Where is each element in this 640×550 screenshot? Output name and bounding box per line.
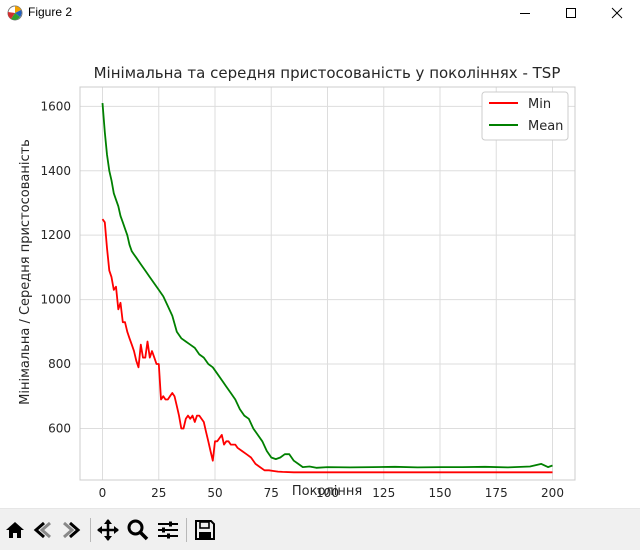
x-tick-labels: 0 25 50 75 100 125 150 175 200 [99,486,564,500]
forward-button[interactable] [58,517,84,543]
pan-icon [97,519,119,541]
y-tick-label: 1200 [40,228,71,242]
save-button[interactable] [192,517,218,543]
x-tick-label: 175 [485,486,508,500]
grid-lines [80,87,575,480]
home-icon [6,522,24,538]
zoom-button[interactable] [125,517,151,543]
forward-icon [63,521,81,539]
navigation-toolbar [0,508,640,550]
x-tick-label: 75 [264,486,279,500]
y-tick-label: 1000 [40,293,71,307]
y-tick-label: 1600 [40,99,71,113]
home-button[interactable] [2,517,28,543]
toolbar-separator [186,518,187,542]
x-tick-label: 150 [429,486,452,500]
back-button[interactable] [30,517,56,543]
axes-frame [79,86,576,481]
matplotlib-app-icon [7,5,23,21]
legend-label-min: Min [528,97,551,112]
series-line-min [101,218,553,474]
x-tick-label: 200 [541,486,564,500]
maximize-icon [566,8,576,18]
y-tick-label: 800 [48,357,71,371]
chart-title: Мінімальна та середня пристосованість у … [94,64,561,82]
x-tick-label: 0 [99,486,107,500]
window-title: Figure 2 [28,5,73,19]
pan-button[interactable] [95,517,121,543]
save-icon [195,520,215,540]
x-tick-label: 50 [207,486,222,500]
window-titlebar: Figure 2 [0,0,640,26]
x-tick-label: 100 [316,486,339,500]
minimize-button[interactable] [502,0,548,26]
x-axis-label: Покоління [292,484,362,499]
configure-subplots-button[interactable] [155,517,181,543]
maximize-button[interactable] [548,0,594,26]
close-icon [611,7,623,19]
y-tick-label: 600 [48,421,71,435]
configure-subplots-icon [158,521,178,539]
legend-label-mean: Mean [528,119,563,134]
y-tick-label: 1400 [40,164,71,178]
series-lines [101,103,553,474]
line-chart: 0 25 50 75 100 125 150 175 200 600 800 1000 1200 140… [18,64,576,500]
x-tick-label: 25 [151,486,166,500]
minimize-icon [520,13,530,14]
x-tick-label: 125 [372,486,395,500]
y-axis-label: Мінімальна / Середня пристосованість [18,139,33,405]
legend: Min Mean [481,91,569,141]
y-tick-labels: 600 800 1000 1200 1400 1600 [40,99,71,435]
series-line-mean [101,103,553,469]
zoom-icon [127,519,149,541]
toolbar-separator [90,518,91,542]
figure-canvas[interactable]: 0 25 50 75 100 125 150 175 200 600 800 1000 1200 140… [0,26,640,508]
back-icon [33,521,51,539]
close-button[interactable] [594,0,640,26]
